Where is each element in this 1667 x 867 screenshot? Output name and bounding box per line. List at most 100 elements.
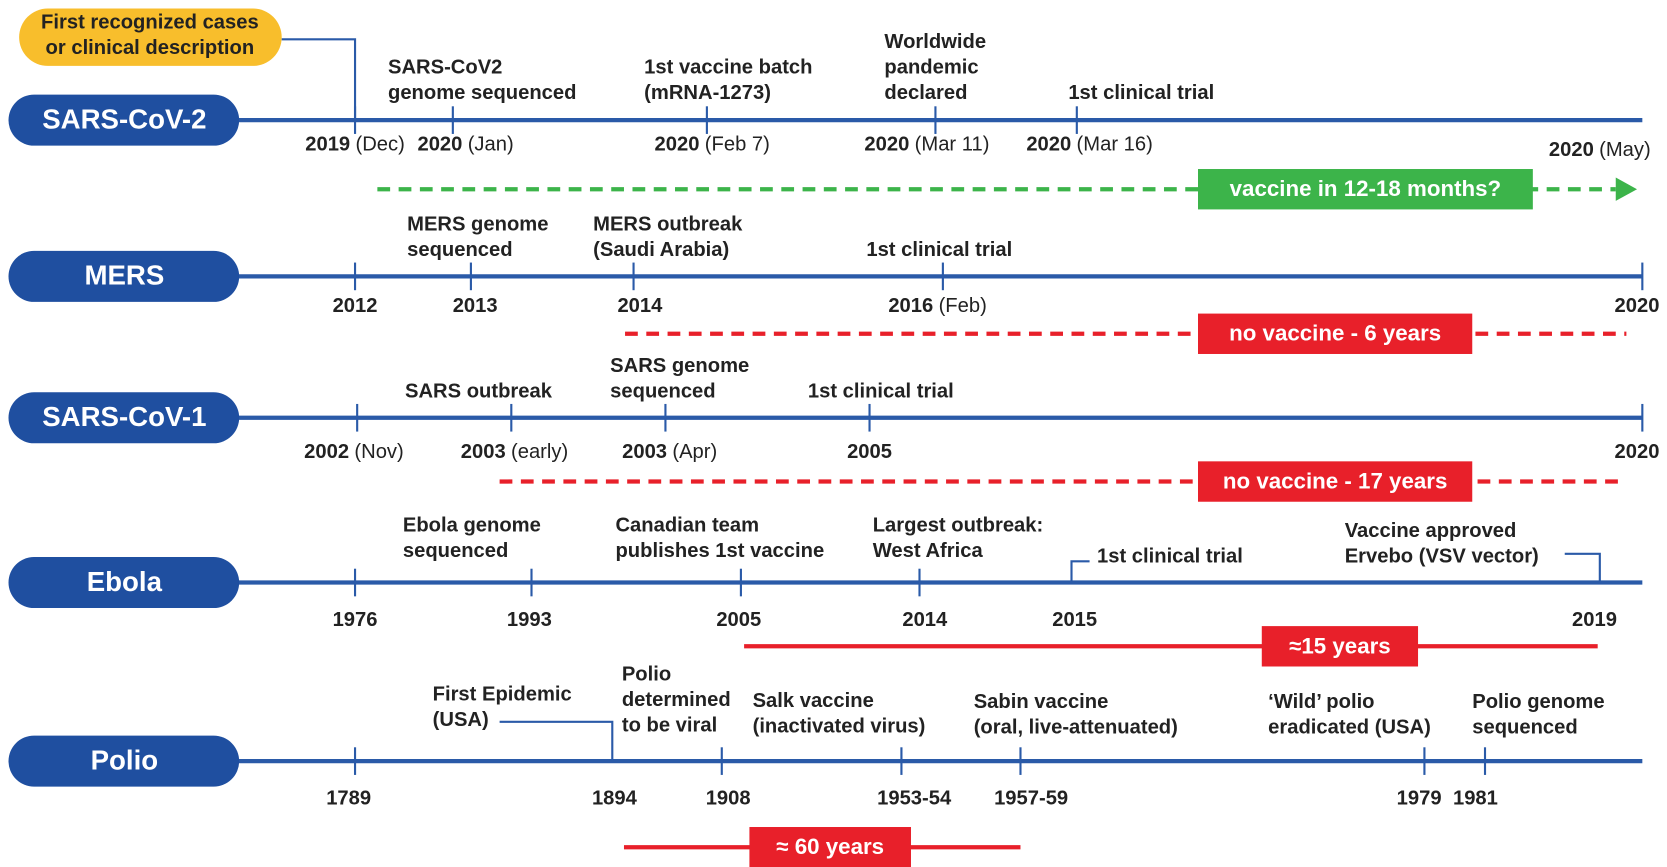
row-pill <box>8 557 240 609</box>
event-label: (mRNA-1273) <box>644 82 771 104</box>
date-year: 1894 <box>592 788 638 810</box>
span-box <box>1198 313 1473 354</box>
date-year: 2014 <box>617 296 663 318</box>
event-label: Salk vaccine <box>753 690 874 712</box>
date-year: 2020 <box>1615 296 1660 318</box>
event-date: 2014 <box>617 296 663 318</box>
event-label: sequenced <box>407 239 512 261</box>
event-label: (inactivated virus) <box>753 715 926 737</box>
event-label: SARS-CoV2 <box>388 56 502 78</box>
date-year: 2020 <box>655 134 700 156</box>
event-label: Largest outbreak: <box>873 515 1044 537</box>
event-date: 2005 <box>716 609 761 631</box>
row-pill <box>8 392 240 444</box>
event-date: 1979 <box>1397 788 1442 810</box>
row-pill <box>8 250 240 302</box>
badge-text: or clinical description <box>46 37 255 59</box>
event-label: (Saudi Arabia) <box>593 239 729 261</box>
event-label: SARS genome <box>610 355 749 377</box>
event-label: Worldwide <box>884 31 986 53</box>
span-box <box>749 827 911 867</box>
event-label: Polio <box>622 663 671 685</box>
event-label: MERS outbreak <box>593 214 743 236</box>
event-date: 2020 (Jan) <box>417 134 513 156</box>
date-year: 2013 <box>453 296 498 318</box>
event-label: MERS genome <box>407 214 548 236</box>
date-year: 2005 <box>716 609 761 631</box>
event-date: 2016 (Feb) <box>888 296 986 318</box>
row-pill <box>8 94 240 146</box>
event-label: genome sequenced <box>388 82 576 104</box>
event-label: West Africa <box>873 540 984 562</box>
event-date: 1789 <box>326 788 371 810</box>
span-box <box>1198 169 1533 210</box>
event-date: 2003 (early) <box>461 441 568 463</box>
event-label: declared <box>884 82 967 104</box>
event-date: 2005 <box>847 441 892 463</box>
date-year: 1908 <box>706 788 751 810</box>
event-label: First Epidemic <box>433 684 572 706</box>
event-label: sequenced <box>1472 716 1577 738</box>
date-year: 2014 <box>902 609 948 631</box>
badge-connector <box>281 38 357 121</box>
event-label: 1st clinical trial <box>866 239 1012 261</box>
event-label: Polio genome <box>1472 691 1604 713</box>
date-detail: (Dec) <box>355 134 404 156</box>
date-year: 2019 <box>1572 609 1617 631</box>
date-year: 1957-59 <box>994 788 1068 810</box>
event-date: 2014 <box>902 609 948 631</box>
date-year: 2020 <box>417 134 462 156</box>
event-label: (USA) <box>433 709 489 731</box>
event-label: Vaccine approved <box>1345 520 1517 542</box>
date-year: 2019 <box>305 134 350 156</box>
row-name: MERS <box>84 260 164 291</box>
date-year: 2002 <box>304 441 349 463</box>
date-year: 2020 <box>864 134 909 156</box>
date-detail: (Mar 11) <box>915 134 990 156</box>
event-label: Canadian team <box>615 515 759 537</box>
date-detail: (Mar 16) <box>1077 134 1153 156</box>
event-label: sequenced <box>610 381 715 403</box>
event-label: Ervebo (VSV vector) <box>1345 545 1539 567</box>
date-detail: (early) <box>511 441 568 463</box>
date-detail: (Nov) <box>354 441 403 463</box>
date-year: 1979 <box>1397 788 1442 810</box>
event-label: Sabin vaccine <box>974 691 1109 713</box>
span-text: ≈ 60 years <box>776 834 884 859</box>
span-text: vaccine in 12-18 months? <box>1230 176 1502 201</box>
date-year: 2020 <box>1615 441 1660 463</box>
date-year: 2015 <box>1052 609 1097 631</box>
event-label: Ebola genome <box>403 515 541 537</box>
badge <box>19 8 282 66</box>
event-date: 2020 (Mar 11) <box>864 134 989 156</box>
event-label: 1st clinical trial <box>1068 82 1214 104</box>
event-label: eradicated (USA) <box>1268 716 1431 738</box>
event-date: 2019 <box>1572 609 1617 631</box>
span-text: no vaccine - 6 years <box>1229 321 1441 346</box>
span-arrow <box>1615 177 1638 201</box>
row-name: SARS-CoV-1 <box>42 401 206 432</box>
date-detail: (May) <box>1599 139 1651 161</box>
row-name: SARS-CoV-2 <box>42 103 206 134</box>
row-name: Polio <box>91 744 159 775</box>
event-date: 2020 (May) <box>1549 139 1651 161</box>
event-label: 1st clinical trial <box>808 381 954 403</box>
span-text: no vaccine - 17 years <box>1223 468 1448 493</box>
date-year: 1953-54 <box>877 788 952 810</box>
event-label: determined <box>622 689 731 711</box>
event-date: 2020 (Feb 7) <box>655 134 770 156</box>
event-label: ‘Wild’ polio <box>1268 691 1374 713</box>
event-date: 1981 <box>1453 788 1498 810</box>
event-date: 1953-54 <box>877 788 952 810</box>
date-detail: (Feb) <box>939 296 987 318</box>
event-label: 1st vaccine batch <box>644 56 812 78</box>
date-year: 2016 <box>888 296 933 318</box>
event-date: 2020 <box>1615 441 1660 463</box>
event-label: publishes 1st vaccine <box>615 540 824 562</box>
event-label: pandemic <box>884 56 978 78</box>
date-year: 2012 <box>333 296 378 318</box>
event-date: 2013 <box>453 296 498 318</box>
badge-text: First recognized cases <box>41 12 259 34</box>
event-date: 1908 <box>706 788 751 810</box>
